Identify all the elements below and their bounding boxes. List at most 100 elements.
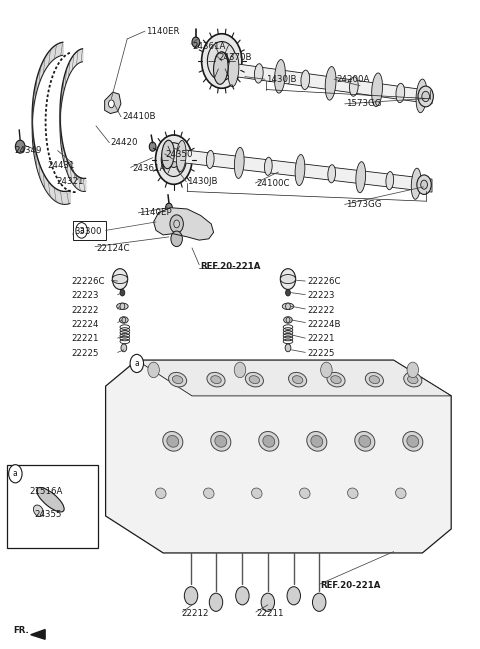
Circle shape: [280, 269, 296, 289]
Ellipse shape: [259, 432, 279, 451]
Circle shape: [417, 175, 431, 195]
Text: 22223: 22223: [307, 291, 335, 300]
Text: 24370B: 24370B: [218, 53, 252, 62]
Circle shape: [261, 593, 275, 611]
Text: 24361A: 24361A: [132, 164, 166, 173]
Ellipse shape: [307, 432, 327, 451]
Ellipse shape: [117, 303, 128, 310]
Circle shape: [130, 354, 144, 373]
Circle shape: [120, 289, 125, 296]
Text: 22124C: 22124C: [96, 244, 130, 253]
Ellipse shape: [301, 70, 310, 90]
Polygon shape: [105, 92, 121, 114]
Circle shape: [120, 303, 125, 310]
Ellipse shape: [34, 505, 43, 517]
Text: a: a: [79, 226, 84, 235]
Ellipse shape: [275, 60, 285, 93]
Text: 22224: 22224: [71, 320, 98, 329]
Ellipse shape: [292, 376, 303, 384]
Text: 24100C: 24100C: [257, 178, 290, 188]
Circle shape: [168, 152, 180, 167]
Ellipse shape: [234, 147, 244, 178]
Text: 1573GG: 1573GG: [346, 200, 381, 209]
Ellipse shape: [263, 435, 275, 447]
Ellipse shape: [249, 376, 260, 384]
Text: 1430JB: 1430JB: [266, 75, 297, 84]
Ellipse shape: [36, 487, 64, 512]
Ellipse shape: [349, 77, 358, 96]
Circle shape: [148, 362, 159, 378]
Text: 22222: 22222: [71, 306, 98, 315]
Text: 1573GG: 1573GG: [346, 99, 381, 108]
Circle shape: [420, 180, 427, 190]
Circle shape: [184, 587, 198, 605]
Ellipse shape: [359, 435, 371, 447]
Text: 22222: 22222: [307, 306, 335, 315]
Circle shape: [121, 344, 127, 352]
Ellipse shape: [407, 435, 419, 447]
Circle shape: [9, 465, 22, 483]
Polygon shape: [137, 360, 451, 396]
Ellipse shape: [120, 317, 128, 323]
Circle shape: [215, 52, 228, 70]
Ellipse shape: [404, 373, 422, 387]
Text: 24350: 24350: [166, 150, 193, 159]
Text: 22225: 22225: [71, 349, 98, 358]
Ellipse shape: [369, 376, 380, 384]
Ellipse shape: [168, 373, 187, 387]
Ellipse shape: [207, 373, 225, 387]
Text: 22212: 22212: [181, 609, 209, 618]
Text: 22226C: 22226C: [307, 277, 341, 286]
Text: 24431: 24431: [47, 161, 74, 170]
Ellipse shape: [163, 432, 183, 451]
Text: 22221: 22221: [71, 334, 98, 343]
Text: 22225: 22225: [307, 349, 335, 358]
Text: 22226C: 22226C: [71, 277, 105, 286]
Circle shape: [161, 143, 186, 177]
Text: 22221: 22221: [307, 334, 335, 343]
Circle shape: [286, 289, 290, 296]
Text: REF.20-221A: REF.20-221A: [321, 581, 381, 590]
Circle shape: [112, 269, 128, 289]
Ellipse shape: [331, 376, 341, 384]
Bar: [73, 221, 106, 240]
Ellipse shape: [211, 376, 221, 384]
Bar: [7, 465, 98, 548]
Circle shape: [418, 86, 433, 107]
Ellipse shape: [327, 373, 345, 387]
Ellipse shape: [112, 275, 128, 284]
Text: 1140ER: 1140ER: [146, 27, 180, 36]
Ellipse shape: [348, 488, 358, 498]
Ellipse shape: [325, 67, 336, 100]
Circle shape: [170, 215, 183, 233]
Circle shape: [156, 135, 192, 184]
Ellipse shape: [408, 376, 418, 384]
Circle shape: [287, 587, 300, 605]
Text: 24321: 24321: [57, 177, 84, 186]
Circle shape: [166, 203, 172, 212]
Circle shape: [171, 231, 182, 247]
Ellipse shape: [156, 488, 166, 498]
Text: 24361A: 24361A: [192, 42, 226, 51]
Ellipse shape: [214, 52, 228, 84]
Ellipse shape: [264, 157, 272, 175]
Circle shape: [202, 34, 242, 88]
Ellipse shape: [328, 165, 336, 183]
Circle shape: [192, 37, 200, 47]
Ellipse shape: [282, 303, 294, 310]
Ellipse shape: [252, 488, 262, 498]
Circle shape: [15, 140, 25, 153]
Ellipse shape: [204, 488, 214, 498]
Text: 24349: 24349: [14, 146, 42, 155]
Circle shape: [122, 317, 126, 323]
Ellipse shape: [288, 373, 307, 387]
Circle shape: [207, 42, 236, 80]
Circle shape: [285, 344, 291, 352]
Ellipse shape: [403, 432, 423, 451]
Ellipse shape: [356, 162, 366, 193]
Text: 24200A: 24200A: [336, 75, 370, 84]
Ellipse shape: [372, 73, 383, 106]
Text: FR.: FR.: [13, 626, 29, 635]
Circle shape: [321, 362, 332, 378]
Circle shape: [209, 593, 223, 611]
